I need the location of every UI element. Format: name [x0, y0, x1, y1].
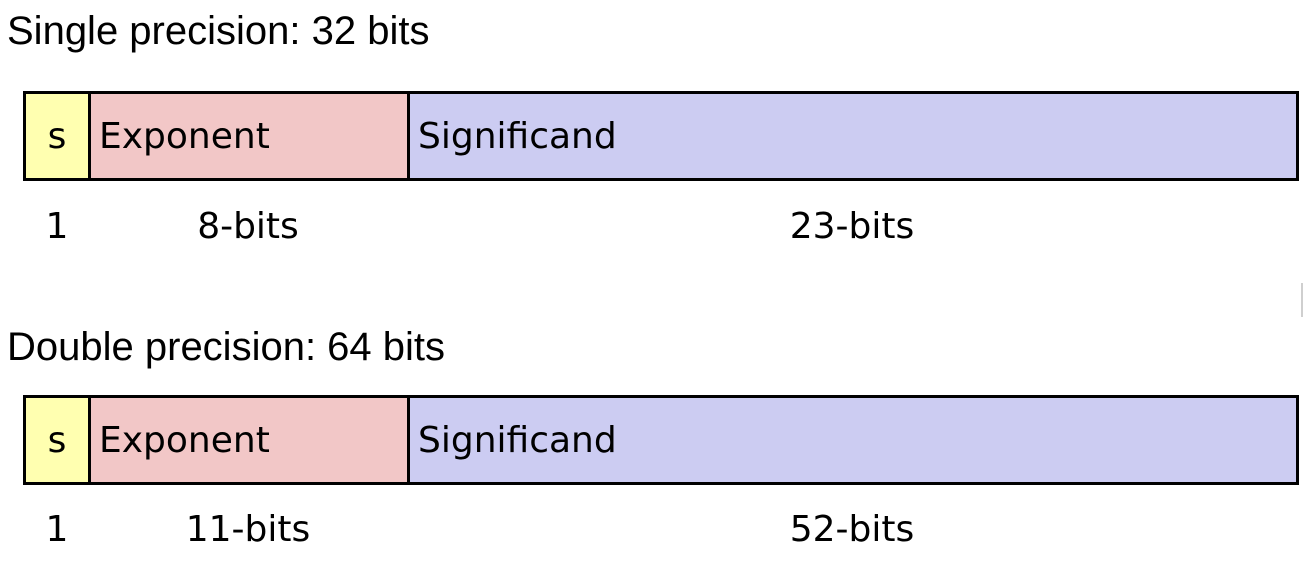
edge-divider: [1301, 283, 1303, 317]
single-precision-bit-layout: s Exponent Significand: [23, 91, 1299, 181]
double-precision-bit-layout: s Exponent Significand: [23, 395, 1299, 485]
double-sign-field: s: [26, 398, 91, 482]
single-significand-field: Significand: [410, 94, 1296, 178]
single-sign-width: 1: [45, 206, 69, 247]
double-sign-width: 1: [45, 509, 69, 550]
single-exponent-width: 8-bits: [197, 206, 299, 247]
single-significand-width: 23-bits: [789, 206, 915, 247]
single-sign-field: s: [26, 94, 91, 178]
single-exponent-field: Exponent: [91, 94, 410, 178]
double-significand-width: 52-bits: [789, 509, 915, 550]
double-exponent-field: Exponent: [91, 398, 410, 482]
double-precision-heading: Double precision: 64 bits: [7, 325, 446, 369]
double-exponent-width: 11-bits: [185, 509, 311, 550]
double-significand-field: Significand: [410, 398, 1296, 482]
single-precision-heading: Single precision: 32 bits: [7, 9, 430, 53]
